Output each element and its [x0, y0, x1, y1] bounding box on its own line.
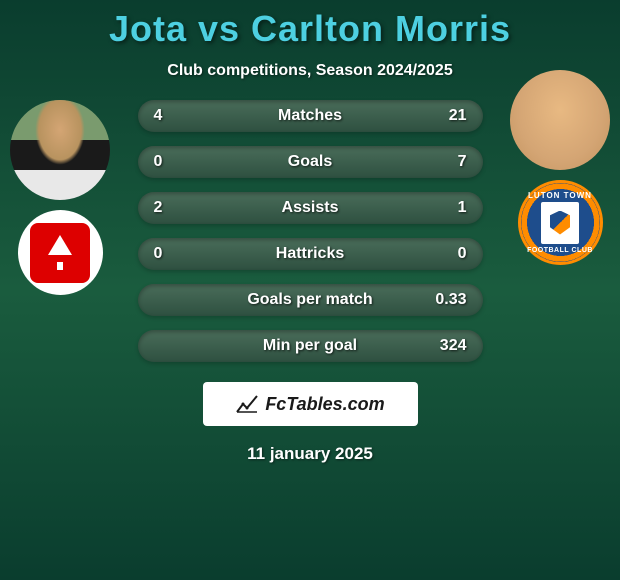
comparison-area: 4 Matches 21 0 Goals 7 2 Assists 1 0 Hat…	[0, 100, 620, 362]
luton-shield-icon	[550, 211, 570, 235]
stat-left-value: 2	[154, 199, 163, 217]
stat-right-value: 1	[458, 199, 467, 217]
stat-right-value: 0.33	[435, 291, 466, 309]
player-right-avatar	[510, 70, 610, 170]
stat-bar-hattricks: 0 Hattricks 0	[138, 238, 483, 270]
stat-bar-gpm: Goals per match 0.33	[138, 284, 483, 316]
player-right-avatar-image	[510, 70, 610, 170]
player-left-avatar-image	[10, 100, 110, 200]
page-title: Jota vs Carlton Morris	[0, 0, 620, 50]
forest-tree-icon	[45, 235, 75, 270]
stat-label: Goals	[288, 153, 332, 171]
player-right-column: LUTON TOWN FOOTBALL CLUB	[510, 70, 610, 265]
stat-right-value: 7	[458, 153, 467, 171]
stat-left-value: 0	[154, 245, 163, 263]
stat-label: Matches	[278, 107, 342, 125]
stat-left-value: 0	[154, 153, 163, 171]
stat-bar-assists: 2 Assists 1	[138, 192, 483, 224]
stat-right-value: 0	[458, 245, 467, 263]
stat-right-value: 324	[440, 337, 467, 355]
stat-right-value: 21	[449, 107, 467, 125]
stat-label: Assists	[282, 199, 339, 217]
forest-badge-inner	[30, 223, 90, 283]
date-text: 11 january 2025	[0, 444, 620, 464]
luton-text-bottom: FOOTBALL CLUB	[527, 247, 593, 254]
club-badge-forest	[18, 210, 103, 295]
stat-left-value: 4	[154, 107, 163, 125]
player-left-column	[10, 100, 110, 295]
luton-center	[541, 202, 579, 244]
stat-bar-goals: 0 Goals 7	[138, 146, 483, 178]
player-left-avatar	[10, 100, 110, 200]
stat-bar-mpg: Min per goal 324	[138, 330, 483, 362]
brand-bar: FcTables.com	[203, 382, 418, 426]
stat-bar-matches: 4 Matches 21	[138, 100, 483, 132]
stat-label: Goals per match	[247, 291, 372, 309]
luton-text-top: LUTON TOWN	[528, 191, 592, 200]
stat-label: Hattricks	[276, 245, 344, 263]
stat-label: Min per goal	[263, 337, 357, 355]
club-badge-luton: LUTON TOWN FOOTBALL CLUB	[518, 180, 603, 265]
chart-icon	[235, 394, 259, 414]
stats-container: 4 Matches 21 0 Goals 7 2 Assists 1 0 Hat…	[138, 100, 483, 362]
brand-text: FcTables.com	[265, 394, 384, 415]
